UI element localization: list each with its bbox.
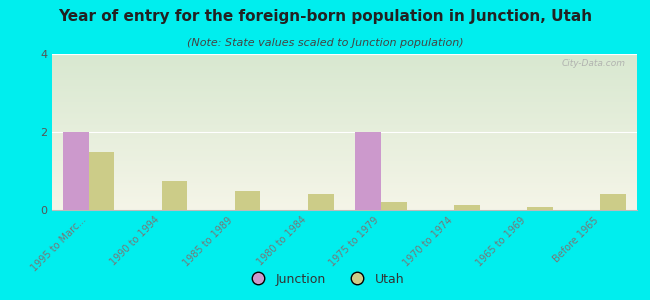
Legend: Junction, Utah: Junction, Utah	[240, 268, 410, 291]
Bar	[235, 190, 261, 210]
Text: (Note: State values scaled to Junction population): (Note: State values scaled to Junction p…	[187, 38, 463, 47]
Bar	[308, 194, 333, 210]
Text: Year of entry for the foreign-born population in Junction, Utah: Year of entry for the foreign-born popul…	[58, 9, 592, 24]
Bar	[601, 194, 626, 210]
Bar	[162, 181, 187, 210]
Bar	[454, 205, 480, 210]
Text: City-Data.com: City-Data.com	[562, 59, 625, 68]
Bar	[88, 152, 114, 210]
Bar	[63, 132, 88, 210]
Bar	[356, 132, 381, 210]
Bar	[527, 207, 553, 210]
Bar	[381, 202, 407, 210]
